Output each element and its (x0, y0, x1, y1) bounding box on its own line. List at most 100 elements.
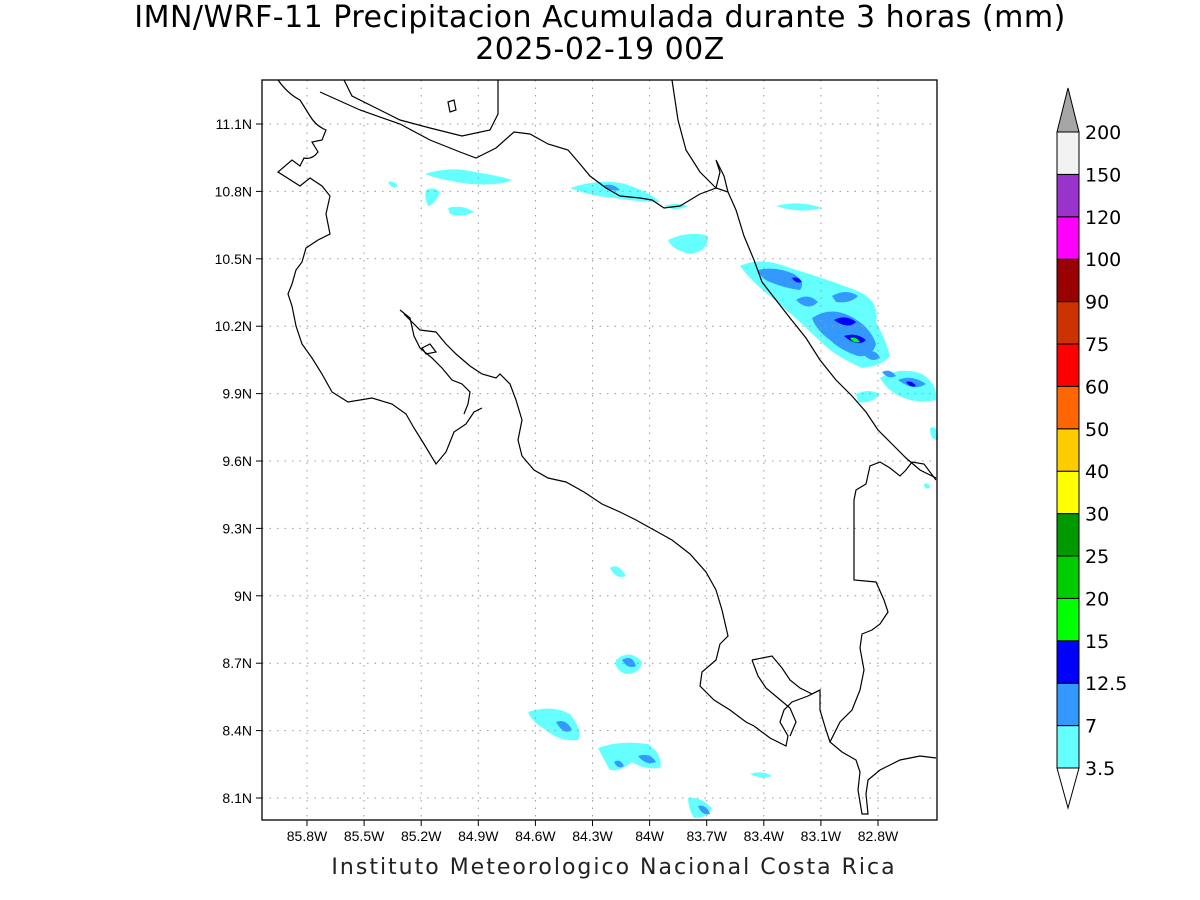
colorbar-label: 7 (1085, 716, 1097, 738)
precip-area (388, 181, 398, 188)
lon-tick-label: 85.2W (401, 828, 442, 844)
colorbar-label: 60 (1085, 376, 1109, 398)
colorbar-box (1056, 343, 1080, 387)
nicaragua-coast-north (276, 79, 483, 466)
colorbar-over-arrow (1056, 87, 1080, 133)
precip-area (614, 760, 624, 768)
colorbar-label: 30 (1085, 504, 1109, 526)
colorbar-box (1056, 513, 1080, 557)
chira-island (421, 343, 438, 355)
colorbar-label: 15 (1085, 631, 1109, 653)
colorbar-box (1056, 682, 1080, 727)
colorbar-label: 12.5 (1085, 673, 1127, 695)
colorbar-label: 150 (1085, 164, 1121, 186)
golfo-dulce-west (751, 659, 797, 737)
map-title: IMN/WRF-11 Precipitacion Acumulada duran… (134, 0, 1066, 35)
panama-border (829, 461, 937, 815)
san-juan-border (319, 91, 729, 209)
lat-tick-label: 9.3N (222, 520, 252, 536)
precip-area (834, 317, 856, 326)
colorbar-box (1056, 258, 1080, 303)
precip-area (425, 169, 512, 185)
colorbar-box (1056, 216, 1080, 260)
colorbar-label: 50 (1085, 419, 1109, 441)
precip-area (930, 427, 938, 440)
colorbar-box (1056, 131, 1080, 175)
precip-area (924, 483, 930, 489)
lon-tick-label: 84.9W (458, 828, 499, 844)
colorbar-label: 20 (1085, 588, 1109, 610)
colorbar-label: 3.5 (1085, 758, 1115, 780)
lon-tick-label: 85.5W (344, 828, 385, 844)
lat-tick-label: 8.7N (222, 655, 252, 671)
precip-area (796, 296, 818, 307)
precip-area (812, 311, 876, 357)
colorbar-box (1056, 428, 1080, 472)
precip-area (856, 391, 880, 403)
lat-tick-label: 10.2N (215, 318, 252, 334)
colorbar-box (1056, 640, 1080, 684)
lat-tick-label: 10.8N (215, 183, 252, 199)
map-subtitle: 2025-02-19 00Z (475, 32, 725, 67)
precip-area (750, 772, 772, 778)
osa-peninsula (753, 689, 831, 747)
colorbar-under-arrow (1056, 767, 1080, 810)
precip-area (638, 754, 656, 764)
lon-tick-label: 84W (635, 828, 665, 844)
colorbar-label: 200 (1085, 122, 1121, 144)
lat-tick-label: 9.9N (222, 386, 252, 402)
lat-tick-label: 9N (234, 588, 252, 604)
colorbar-box (1056, 301, 1080, 345)
precip-area (668, 233, 708, 254)
lon-tick-label: 83.7W (686, 828, 727, 844)
footer-credit: Instituto Meteorologico Nacional Costa R… (331, 855, 897, 880)
precip-area (832, 292, 858, 303)
colorbar: 3.5 7 12.5 15 20 25 30 40 50 60 75 90 100 120 150 200 (1056, 87, 1127, 810)
golfo-dulce (751, 655, 821, 695)
precip-area (610, 566, 626, 577)
precip-area (792, 277, 802, 283)
colorbar-label: 75 (1085, 334, 1109, 356)
lat-tick-label: 10.5N (215, 251, 252, 267)
gulf-inner-coast (403, 313, 755, 727)
lon-tick-label: 84.3W (572, 828, 613, 844)
lon-tick-label: 82.8W (858, 828, 899, 844)
map-ticks: 11.1N 10.8N 10.5N 10.2N 9.9N 9.6N 9.3N 9N 8.7N 8.… (215, 116, 899, 844)
lon-tick-label: 84.6W (515, 828, 556, 844)
lat-tick-label: 8.1N (222, 790, 252, 806)
precip-area (698, 805, 710, 815)
lon-tick-label: 83.1W (801, 828, 842, 844)
colorbar-label: 25 (1085, 546, 1109, 568)
lat-tick-label: 11.1N (216, 116, 252, 132)
precip-area (622, 658, 636, 668)
precip-area (882, 370, 896, 378)
colorbar-box (1056, 385, 1080, 430)
colorbar-box (1056, 470, 1080, 515)
precip-area (528, 708, 580, 741)
precip-area (758, 268, 802, 290)
colorbar-label: 100 (1085, 249, 1121, 271)
colorbar-box (1056, 555, 1080, 599)
coastlines (276, 79, 937, 815)
colorbar-box (1056, 173, 1080, 218)
lon-tick-label: 85.8W (287, 828, 328, 844)
precip-area (602, 184, 620, 191)
colorbar-label: 120 (1085, 207, 1121, 229)
lat-tick-label: 8.4N (222, 723, 252, 739)
nicaragua-lake-island (447, 99, 457, 113)
nicoya-gulf-coast (399, 309, 471, 415)
map-frame (261, 79, 938, 821)
san-juan-river (343, 79, 499, 137)
precip-area (448, 206, 474, 216)
precip-area (906, 381, 916, 387)
colorbar-label: 40 (1085, 461, 1109, 483)
lat-lon-grid (262, 80, 937, 820)
caribbean-coast (671, 79, 937, 479)
colorbar-box (1056, 725, 1080, 769)
colorbar-label: 90 (1085, 292, 1109, 314)
precip-area (776, 203, 822, 211)
colorbar-box (1056, 597, 1080, 642)
precip-area (556, 721, 572, 732)
precip-area (850, 337, 860, 343)
